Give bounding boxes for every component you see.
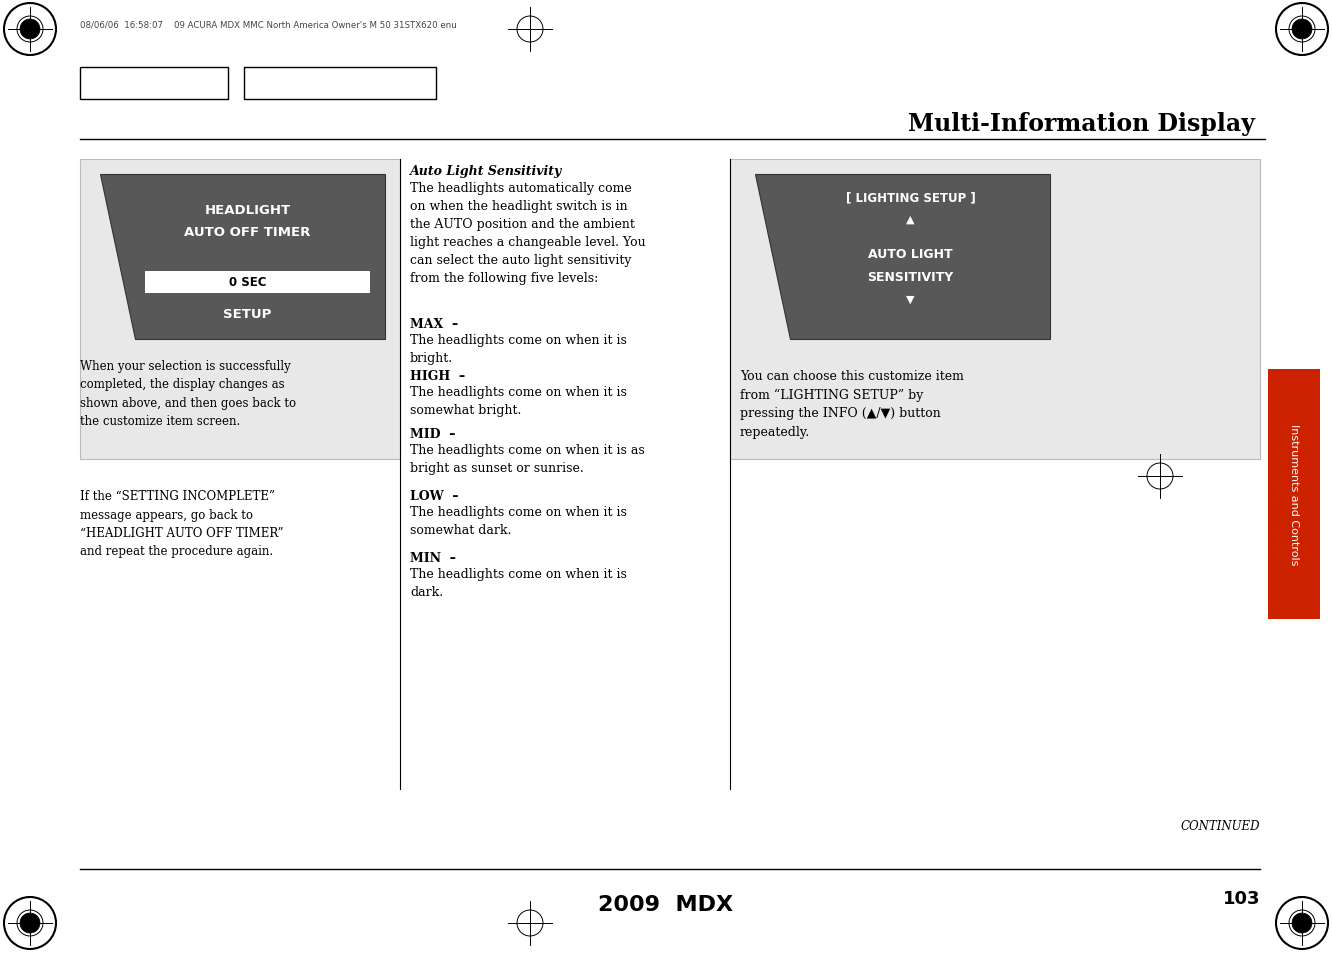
Text: MAX  –: MAX – (410, 317, 458, 331)
Text: 08/06/06  16:58:07    09 ACURA MDX MMC North America Owner's M 50 31STX620 enu: 08/06/06 16:58:07 09 ACURA MDX MMC North… (80, 20, 457, 29)
Text: HEADLIGHT: HEADLIGHT (204, 203, 290, 216)
Polygon shape (755, 174, 1050, 339)
Text: The headlights come on when it is
bright.: The headlights come on when it is bright… (410, 334, 627, 365)
Text: AUTO OFF TIMER: AUTO OFF TIMER (184, 225, 310, 238)
Circle shape (20, 913, 40, 933)
Text: CONTINUED: CONTINUED (1180, 820, 1260, 832)
Text: The headlights come on when it is
somewhat bright.: The headlights come on when it is somewh… (410, 386, 627, 416)
FancyBboxPatch shape (244, 68, 436, 100)
Text: HIGH  –: HIGH – (410, 370, 465, 382)
Text: The headlights automatically come
on when the headlight switch is in
the AUTO po: The headlights automatically come on whe… (410, 182, 646, 285)
Text: 103: 103 (1223, 889, 1260, 907)
Text: When your selection is successfully
completed, the display changes as
shown abov: When your selection is successfully comp… (80, 359, 296, 428)
Text: MID  –: MID – (410, 428, 456, 440)
Circle shape (1292, 20, 1312, 40)
Polygon shape (100, 174, 385, 339)
Text: Multi-Information Display: Multi-Information Display (908, 112, 1255, 136)
FancyBboxPatch shape (1268, 370, 1320, 619)
Circle shape (1292, 913, 1312, 933)
FancyBboxPatch shape (80, 68, 228, 100)
Text: MIN  –: MIN – (410, 552, 456, 564)
Text: ▼: ▼ (906, 294, 915, 305)
Text: SETUP: SETUP (224, 308, 272, 321)
Text: ▲: ▲ (906, 214, 915, 225)
Text: LOW  –: LOW – (410, 490, 458, 502)
Text: AUTO LIGHT: AUTO LIGHT (868, 248, 952, 261)
Text: [ LIGHTING SETUP ]: [ LIGHTING SETUP ] (846, 192, 975, 204)
FancyBboxPatch shape (80, 160, 400, 459)
Text: If the “SETTING INCOMPLETE”
message appears, go back to
“HEADLIGHT AUTO OFF TIME: If the “SETTING INCOMPLETE” message appe… (80, 490, 284, 558)
FancyBboxPatch shape (730, 160, 1260, 459)
Text: 0 SEC: 0 SEC (229, 276, 266, 289)
Circle shape (20, 20, 40, 40)
Text: Auto Light Sensitivity: Auto Light Sensitivity (410, 165, 562, 178)
Text: The headlights come on when it is
dark.: The headlights come on when it is dark. (410, 567, 627, 598)
Text: Instruments and Controls: Instruments and Controls (1289, 424, 1299, 565)
Text: The headlights come on when it is
somewhat dark.: The headlights come on when it is somewh… (410, 505, 627, 537)
Text: The headlights come on when it is as
bright as sunset or sunrise.: The headlights come on when it is as bri… (410, 443, 645, 475)
Text: SENSITIVITY: SENSITIVITY (867, 272, 954, 284)
Text: You can choose this customize item
from “LIGHTING SETUP” by
pressing the INFO (▲: You can choose this customize item from … (741, 370, 964, 438)
FancyBboxPatch shape (145, 272, 370, 294)
Text: 2009  MDX: 2009 MDX (598, 894, 734, 914)
